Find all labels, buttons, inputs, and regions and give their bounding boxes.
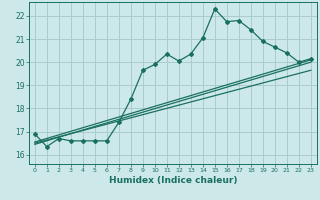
X-axis label: Humidex (Indice chaleur): Humidex (Indice chaleur) — [108, 176, 237, 185]
